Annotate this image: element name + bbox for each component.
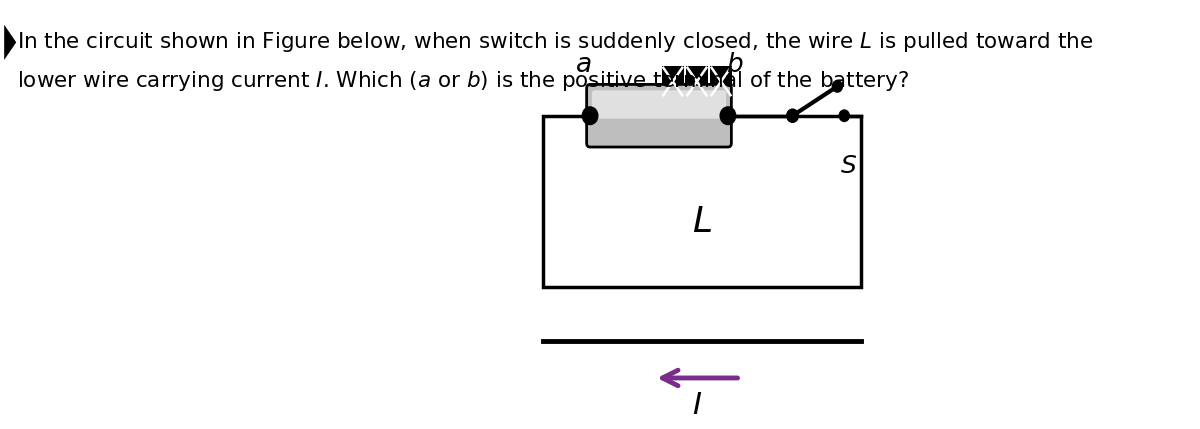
Text: In the circuit shown in Figure below, when switch is suddenly closed, the wire $: In the circuit shown in Figure below, wh… bbox=[17, 30, 1093, 54]
Bar bbox=[661, 66, 684, 97]
FancyBboxPatch shape bbox=[587, 85, 731, 147]
Text: lower wire carrying current $I$. Which ($a$ or $b$) is the positive terminal of : lower wire carrying current $I$. Which (… bbox=[17, 69, 910, 94]
Text: $L$: $L$ bbox=[692, 205, 712, 239]
Text: $a$: $a$ bbox=[575, 51, 592, 77]
Circle shape bbox=[582, 107, 598, 124]
Circle shape bbox=[833, 81, 842, 92]
Text: $I$: $I$ bbox=[692, 390, 702, 421]
Circle shape bbox=[787, 109, 798, 122]
Bar bbox=[710, 66, 732, 97]
Text: $b$: $b$ bbox=[726, 51, 744, 77]
Text: $S$: $S$ bbox=[840, 155, 857, 178]
Polygon shape bbox=[4, 25, 17, 60]
FancyBboxPatch shape bbox=[592, 90, 726, 119]
Circle shape bbox=[720, 107, 736, 124]
Circle shape bbox=[839, 110, 850, 121]
Bar bbox=[685, 66, 708, 97]
